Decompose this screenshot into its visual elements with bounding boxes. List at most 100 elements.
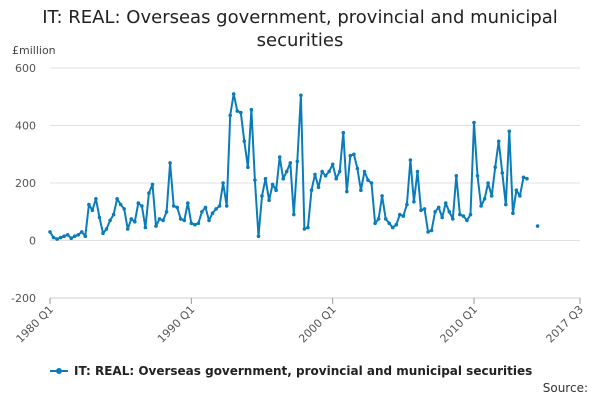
data-point — [80, 230, 84, 234]
data-point — [493, 165, 498, 169]
data-point — [147, 191, 151, 195]
data-point — [341, 130, 346, 135]
data-point — [143, 225, 148, 230]
data-point — [458, 212, 462, 217]
data-point — [101, 231, 105, 236]
data-point — [507, 129, 512, 134]
data-point — [122, 207, 126, 211]
data-point — [348, 153, 353, 158]
data-point — [242, 139, 247, 144]
data-point — [115, 197, 119, 201]
data-point — [292, 212, 296, 217]
chart-title-line-2: securities — [256, 30, 344, 51]
legend-series-marker-icon — [50, 366, 68, 376]
data-point — [104, 227, 109, 231]
x-tick-label: 2017 Q3 — [544, 303, 587, 346]
x-tick-label: 2010 Q1 — [438, 303, 481, 346]
data-point — [136, 201, 141, 205]
data-point — [200, 210, 204, 214]
data-point — [387, 221, 392, 226]
legend[interactable]: IT: REAL: Overseas government, provincia… — [50, 364, 532, 378]
data-point — [186, 201, 190, 205]
data-point — [496, 139, 501, 144]
data-point — [171, 204, 176, 208]
data-point — [362, 169, 367, 174]
x-tick-label: 2000 Q1 — [296, 303, 339, 346]
data-point — [231, 92, 236, 96]
data-point — [454, 174, 459, 178]
data-point — [398, 212, 402, 217]
y-axis-unit-label: £million — [12, 44, 56, 57]
data-point — [489, 194, 494, 198]
y-tick-label: 200 — [15, 177, 36, 190]
data-point — [433, 210, 437, 214]
data-point — [320, 169, 324, 174]
data-point — [366, 178, 370, 182]
data-point — [203, 205, 208, 210]
data-point — [426, 230, 430, 234]
data-point — [359, 188, 363, 192]
data-point — [352, 152, 356, 157]
data-point — [161, 218, 165, 223]
data-point — [461, 214, 466, 218]
data-point — [281, 176, 286, 181]
data-point — [309, 188, 314, 192]
data-point — [246, 165, 250, 169]
data-point — [468, 212, 473, 217]
data-point — [408, 158, 413, 162]
data-point — [394, 222, 399, 227]
data-point — [168, 161, 172, 165]
data-point — [337, 169, 342, 174]
data-point — [327, 169, 331, 174]
data-point — [383, 217, 388, 221]
data-point — [267, 198, 271, 203]
data-point — [58, 235, 63, 240]
data-point — [514, 188, 519, 192]
data-point — [224, 204, 229, 208]
data-point — [299, 93, 303, 98]
data-point — [154, 224, 158, 228]
data-point — [97, 215, 102, 220]
data-point — [376, 217, 381, 221]
data-point — [178, 217, 183, 221]
data-point — [125, 227, 130, 231]
data-point — [214, 207, 218, 211]
data-point — [133, 220, 137, 224]
data-point — [175, 205, 179, 210]
data-point — [486, 181, 490, 185]
data-point — [525, 176, 529, 181]
data-point — [302, 227, 307, 231]
data-point — [316, 185, 321, 190]
data-point — [51, 235, 56, 240]
data-point — [65, 233, 70, 237]
source-label: Source: — [542, 381, 588, 395]
data-point — [210, 211, 215, 215]
data-point — [443, 201, 448, 205]
data-point — [108, 218, 112, 223]
data-point — [221, 181, 225, 185]
data-point — [62, 234, 66, 238]
data-point — [83, 234, 88, 238]
data-point — [157, 217, 162, 221]
data-point — [111, 212, 116, 217]
data-point — [76, 233, 81, 237]
data-point — [249, 107, 254, 112]
data-point — [440, 215, 445, 220]
data-point — [479, 204, 483, 208]
data-point — [518, 194, 522, 198]
data-point — [306, 225, 310, 230]
data-point — [129, 217, 134, 221]
data-point — [48, 230, 52, 234]
data-point — [313, 172, 317, 177]
data-point — [504, 202, 508, 207]
y-tick-label: 600 — [15, 62, 36, 75]
data-point — [55, 237, 59, 241]
data-point — [274, 188, 278, 192]
data-point — [288, 161, 293, 165]
data-point — [193, 222, 197, 227]
data-point — [330, 162, 335, 167]
data-point — [500, 171, 505, 175]
chart-title-line-1: IT: REAL: Overseas government, provincia… — [42, 7, 558, 28]
data-point — [256, 234, 261, 238]
data-point — [451, 217, 455, 221]
